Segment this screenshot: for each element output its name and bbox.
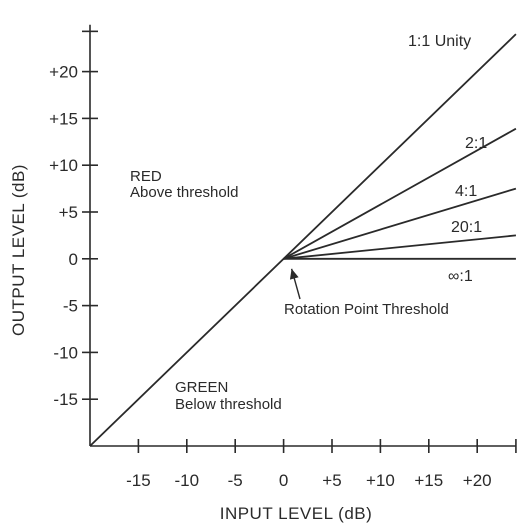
series-labels: 1:1 Unity 2:1 4:1 20:1 ∞:1 [408,33,487,285]
series-label-20-1: 20:1 [451,219,482,236]
ratio-2-1-line [283,127,517,260]
series-label-infinity-1: ∞:1 [448,268,473,285]
x-tick-label: -5 [228,471,243,490]
red-region-caption: Above threshold [130,184,238,201]
ratio-20-1-line [283,234,517,260]
y-tick-label: +20 [49,63,78,82]
series-label-2-1: 2:1 [465,135,487,152]
green-region-caption: Below threshold [175,396,282,413]
series-lines [89,33,517,447]
series-label-4-1: 4:1 [455,183,477,200]
x-tick-label: +10 [366,471,395,490]
ticks: -15 -10 -5 0 +5 +10 +15 +20 +20 +15 +10 +5 0 -5 -10 -15 [49,30,517,490]
x-tick-label: -15 [126,471,151,490]
rotation-point-label: Rotation Point Threshold [284,301,449,318]
y-tick-label: -15 [53,390,78,409]
x-tick-label: -10 [175,471,200,490]
unity-line [89,33,517,447]
y-axis-title: OUTPUT LEVEL (dB) [9,164,28,336]
y-tick-label: -5 [63,297,78,316]
series-label-unity: 1:1 Unity [408,33,471,50]
axes [89,24,516,447]
red-region-title: RED [130,168,162,185]
annotations: RED Above threshold GREEN Below threshol… [130,168,449,413]
x-axis-title: INPUT LEVEL (dB) [220,504,373,523]
y-tick-label: +15 [49,109,78,128]
y-tick-label: -10 [53,343,78,362]
y-tick-label: +5 [59,203,78,222]
x-tick-label: +5 [322,471,341,490]
y-tick-label: 0 [69,250,78,269]
x-tick-label: +20 [463,471,492,490]
rotation-point-arrowhead [289,268,299,280]
x-tick-label: +15 [414,471,443,490]
ratio-4-1-line [283,187,517,260]
green-region-title: GREEN [175,379,228,396]
x-tick-label: 0 [279,471,288,490]
y-tick-label: +10 [49,156,78,175]
